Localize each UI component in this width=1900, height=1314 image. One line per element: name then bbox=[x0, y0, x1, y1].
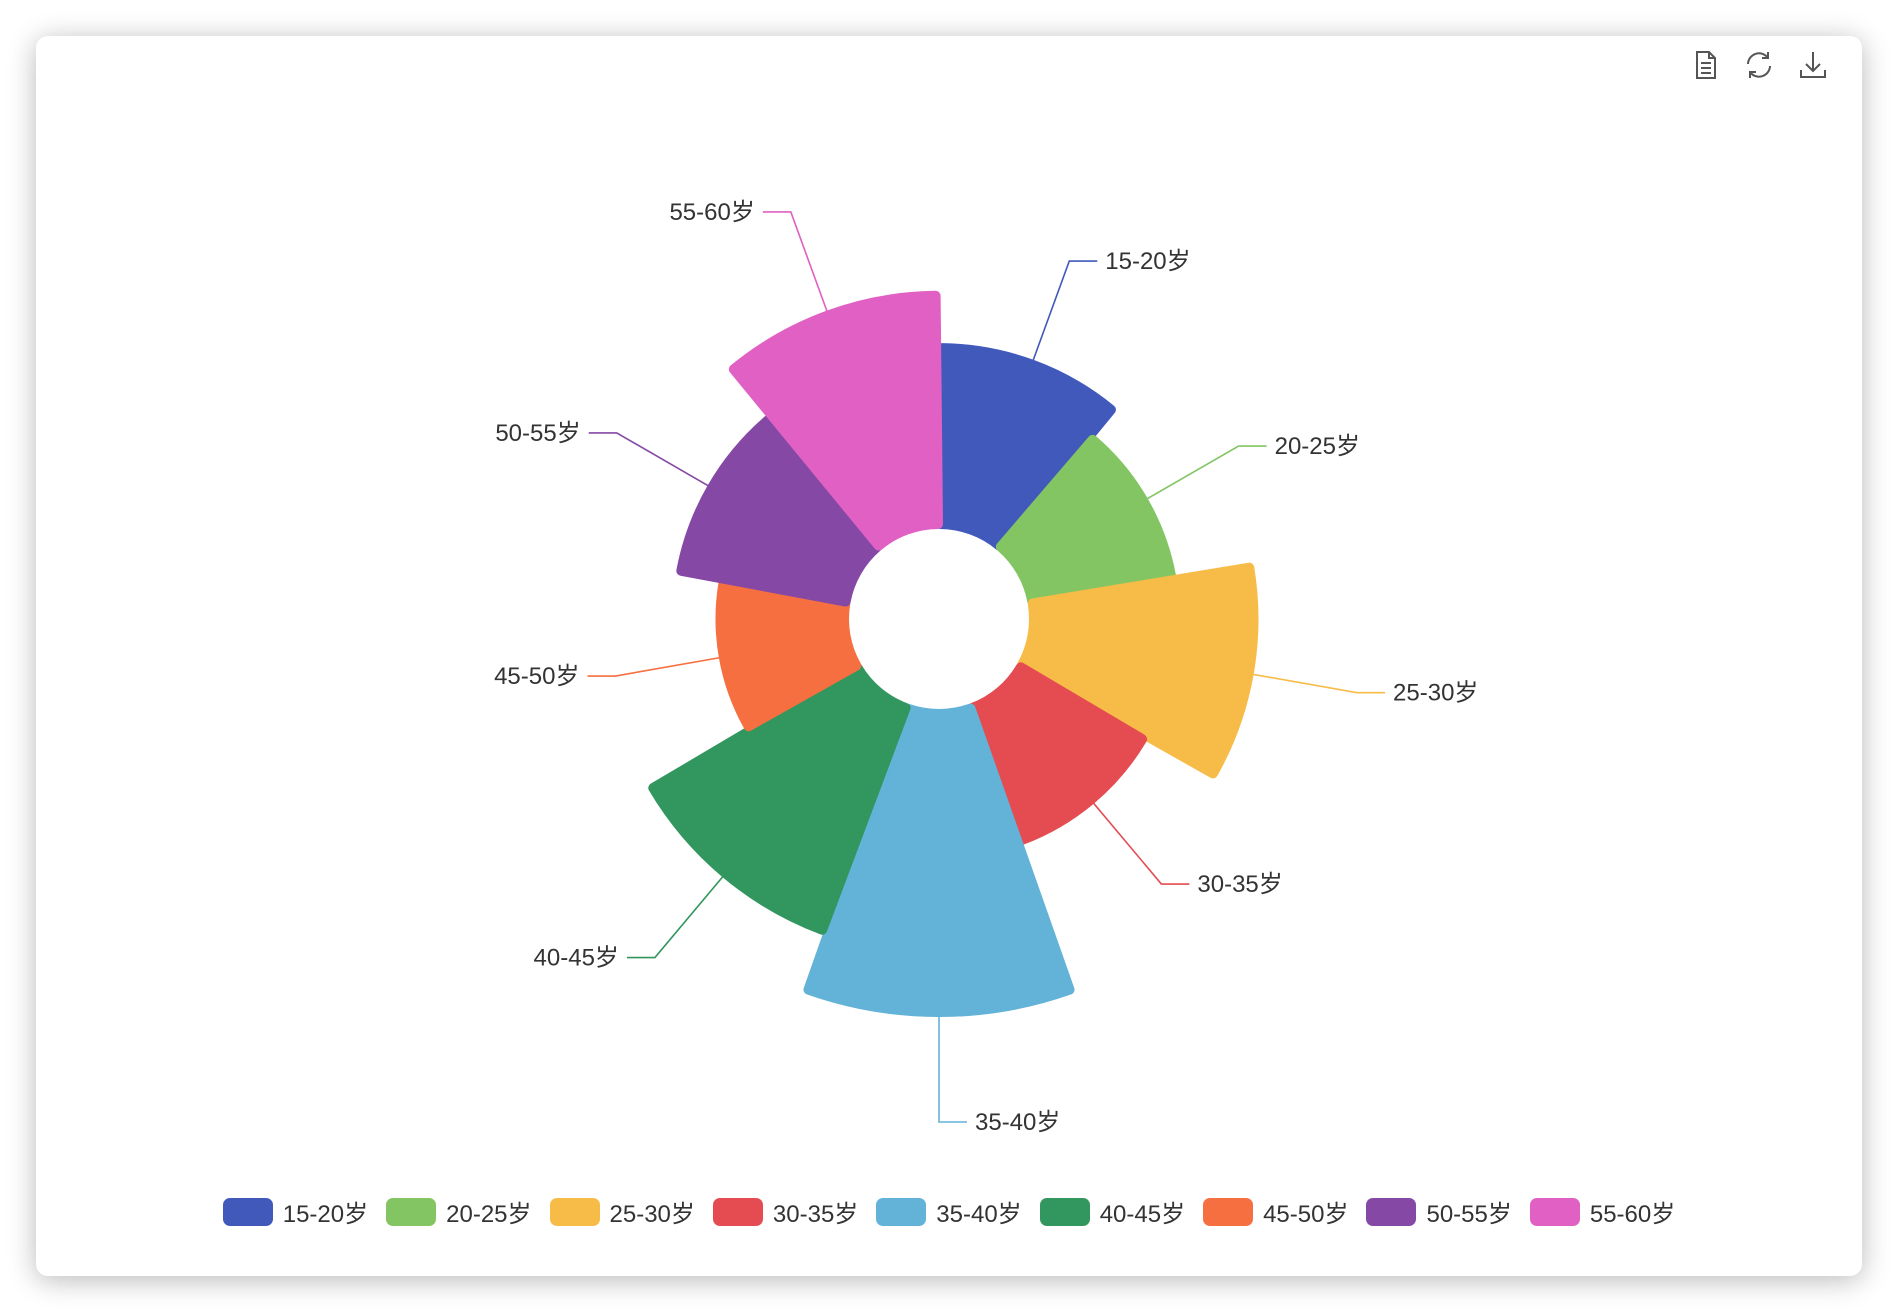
legend-item-55-60岁[interactable]: 55-60岁 bbox=[1529, 1194, 1676, 1229]
slice-label-15-20岁: 15-20岁 bbox=[1105, 248, 1190, 275]
legend-swatch bbox=[222, 1197, 273, 1226]
download-icon bbox=[1800, 52, 1826, 78]
legend-swatch bbox=[386, 1197, 437, 1226]
legend-item-20-25岁[interactable]: 20-25岁 bbox=[386, 1194, 532, 1229]
chart-card: 15-20岁 20-25岁 25-30岁 30-35岁 35-40岁 40-45岁 45-5… bbox=[36, 36, 1862, 1276]
rose-slice-15-20岁[interactable] bbox=[934, 343, 1116, 551]
label-line-50-55岁 bbox=[588, 432, 723, 495]
legend-item-30-35岁[interactable]: 30-35岁 bbox=[712, 1194, 859, 1229]
slice-label-30-35岁: 30-35岁 bbox=[1197, 871, 1282, 898]
legend-label: 35-40岁 bbox=[936, 1201, 1022, 1228]
refresh-button[interactable] bbox=[1740, 46, 1778, 84]
legend-swatch bbox=[1366, 1197, 1417, 1226]
legend-label: 30-35岁 bbox=[772, 1201, 859, 1228]
label-line-15-20岁 bbox=[1026, 260, 1098, 377]
label-line-40-45岁 bbox=[626, 863, 734, 959]
slice-label-25-30岁: 25-30岁 bbox=[1393, 680, 1478, 707]
legend-label: 15-20岁 bbox=[282, 1201, 369, 1228]
label-line-55-60岁 bbox=[762, 211, 834, 327]
label-line-25-30岁 bbox=[1236, 670, 1386, 694]
legend-swatch bbox=[1203, 1197, 1254, 1226]
legend-swatch bbox=[1529, 1197, 1580, 1226]
legend-label: 20-25岁 bbox=[446, 1201, 532, 1228]
rose-slice-40-45岁[interactable] bbox=[648, 662, 911, 935]
legend-swatch bbox=[1039, 1197, 1090, 1226]
legend-swatch bbox=[549, 1197, 600, 1226]
rose-slice-45-50岁[interactable] bbox=[715, 578, 862, 732]
rose-slice-20-25岁[interactable] bbox=[995, 434, 1176, 607]
legend-item-35-40岁[interactable]: 35-40岁 bbox=[876, 1194, 1022, 1229]
slice-label-40-45岁: 40-45岁 bbox=[534, 945, 619, 972]
rose-chart: 15-20岁 20-25岁 25-30岁 30-35岁 35-40岁 40-45岁 45-5… bbox=[494, 199, 1478, 1136]
slice-label-50-55岁: 50-55岁 bbox=[495, 420, 580, 447]
legend-label: 45-50岁 bbox=[1263, 1201, 1349, 1228]
rose-slice-55-60岁[interactable] bbox=[728, 290, 944, 551]
legend-label: 50-55岁 bbox=[1426, 1201, 1512, 1228]
chart-toolbar bbox=[1686, 46, 1832, 84]
rose-slice-35-40岁[interactable] bbox=[803, 703, 1075, 1017]
legend-item-50-55岁[interactable]: 50-55岁 bbox=[1366, 1194, 1512, 1229]
label-line-30-35岁 bbox=[1082, 790, 1190, 885]
download-button[interactable] bbox=[1794, 46, 1832, 84]
slice-label-45-50岁: 45-50岁 bbox=[494, 663, 579, 690]
legend-item-15-20岁[interactable]: 15-20岁 bbox=[222, 1194, 369, 1229]
legend-item-45-50岁[interactable]: 45-50岁 bbox=[1203, 1194, 1348, 1229]
rose-slice-25-30岁[interactable] bbox=[1016, 562, 1259, 779]
label-line-45-50岁 bbox=[587, 654, 736, 677]
refresh-icon bbox=[1747, 52, 1771, 78]
legend-label: 40-45岁 bbox=[1099, 1201, 1186, 1228]
slice-label-35-40岁: 35-40岁 bbox=[975, 1109, 1060, 1136]
rose-slice-30-35岁[interactable] bbox=[967, 662, 1148, 845]
data-view-button[interactable] bbox=[1686, 46, 1724, 84]
slice-label-20-25岁: 20-25岁 bbox=[1275, 433, 1360, 460]
legend-swatch bbox=[712, 1197, 763, 1226]
label-line-20-25岁 bbox=[1132, 445, 1267, 508]
slice-label-55-60岁: 55-60岁 bbox=[669, 199, 754, 226]
data-view-icon bbox=[1696, 51, 1716, 79]
legend-item-40-45岁[interactable]: 40-45岁 bbox=[1039, 1194, 1186, 1229]
legend-item-25-30岁[interactable]: 25-30岁 bbox=[549, 1194, 695, 1229]
legend-label: 55-60岁 bbox=[1589, 1201, 1676, 1228]
rose-slice-50-55岁[interactable] bbox=[676, 414, 883, 607]
legend-label: 25-30岁 bbox=[609, 1201, 695, 1228]
chart-legend: 15-20岁 20-25岁 25-30岁 30-35岁 35-40岁 40-45岁 45-5… bbox=[36, 1194, 1862, 1229]
label-line-35-40岁 bbox=[938, 1000, 967, 1123]
legend-swatch bbox=[876, 1197, 927, 1226]
